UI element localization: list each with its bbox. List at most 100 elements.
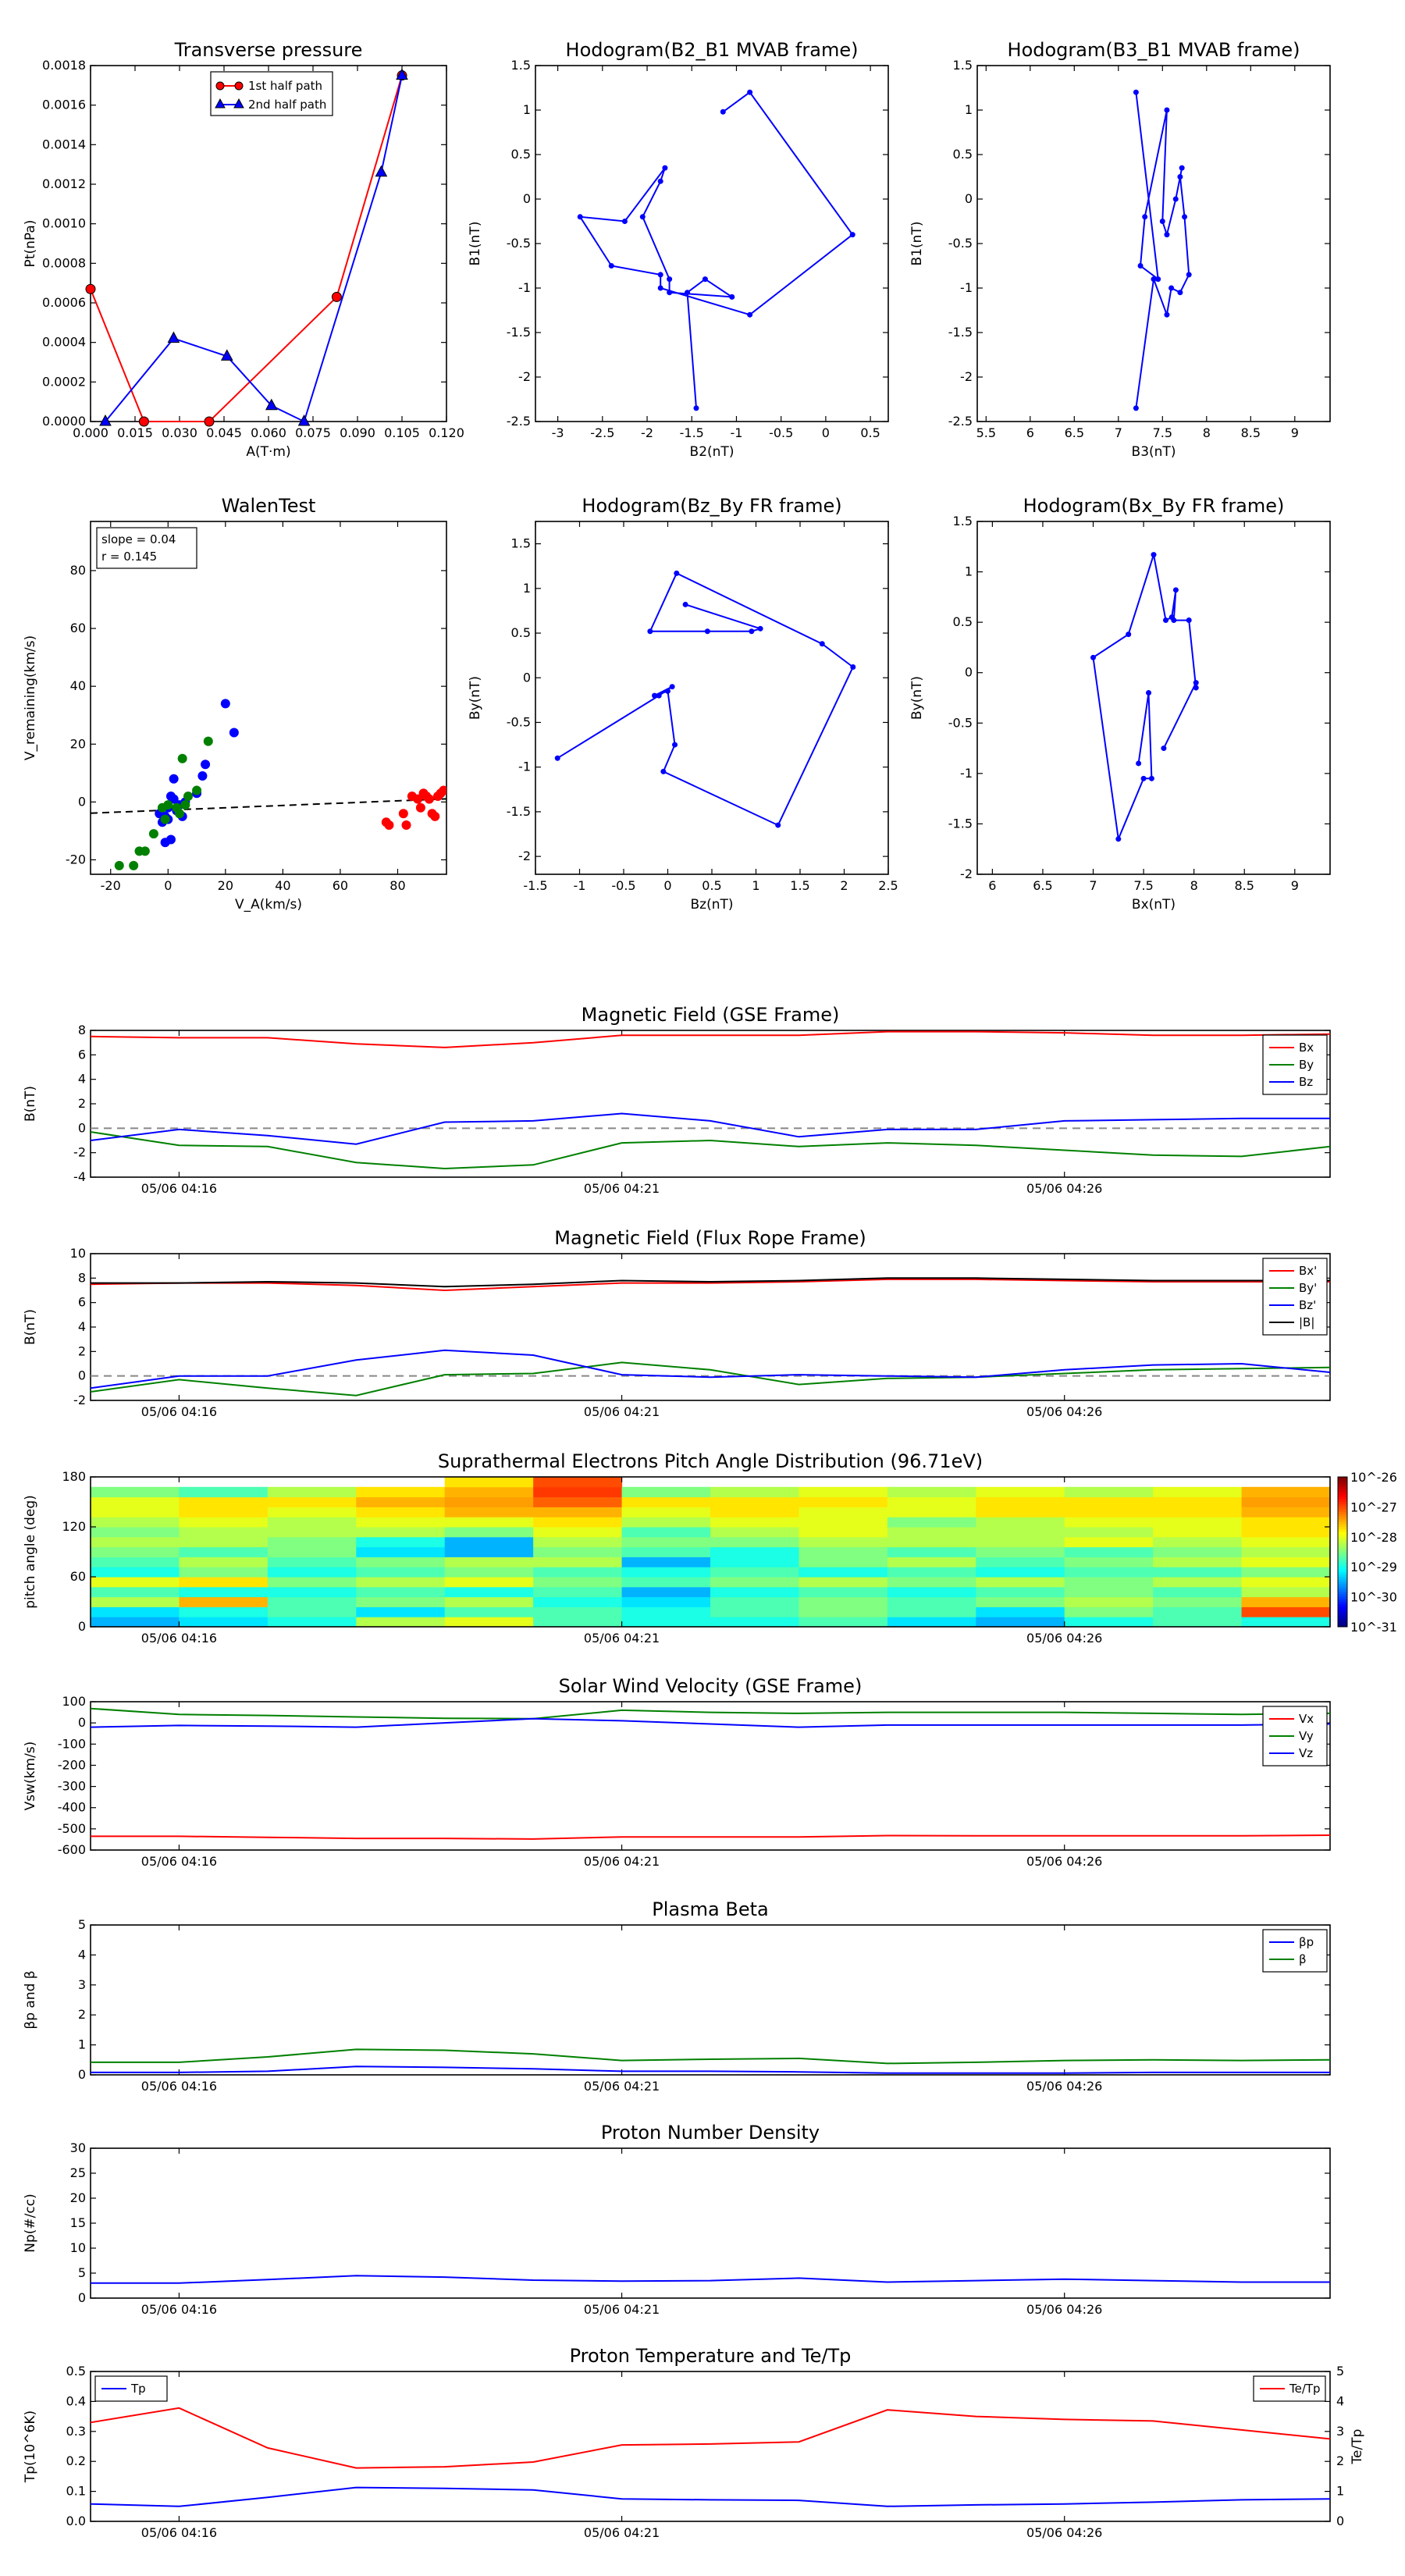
colorbar-step — [1338, 1511, 1347, 1515]
y-tick-label: 0 — [965, 191, 973, 206]
y-tick-label: -1.5 — [507, 804, 531, 819]
data-point — [747, 89, 753, 95]
x-tick-label: 05/06 04:26 — [1026, 2525, 1102, 2540]
colorbar-step — [1338, 1544, 1347, 1548]
heatmap-cell — [179, 1596, 269, 1607]
x-tick-label: 0.090 — [340, 425, 375, 440]
heatmap-cell — [1241, 1496, 1331, 1507]
x-tick-label: 0.5 — [702, 878, 721, 893]
x-tick-label: 6 — [1026, 425, 1034, 440]
colorbar-step — [1338, 1527, 1347, 1530]
x-tick-label: -1 — [730, 425, 742, 440]
heatmap-cell — [91, 1586, 180, 1598]
heatmap-cell — [621, 1577, 711, 1588]
heatmap-cell — [444, 1507, 534, 1517]
x-tick-label: 05/06 04:26 — [1026, 1181, 1102, 1196]
heatmap-cell — [799, 1527, 888, 1538]
x-tick-label: 8 — [1203, 425, 1211, 440]
data-point — [1172, 196, 1179, 202]
heatmap-cell — [356, 1496, 446, 1507]
y-tick-label: 120 — [62, 1519, 86, 1534]
hodo-b2-b1-frame — [535, 65, 889, 422]
data-point — [621, 219, 628, 224]
heatmap-cell — [267, 1486, 357, 1498]
y-tick-label: 0 — [78, 1120, 86, 1135]
y-axis-label: Vsw(km/s) — [23, 1742, 38, 1811]
data-point — [1146, 690, 1152, 696]
y-axis-label: V_remaining(km/s) — [23, 635, 38, 760]
data-point-triangle — [265, 398, 278, 411]
legend-label: Vy — [1299, 1729, 1314, 1743]
heatmap-cell — [533, 1536, 623, 1548]
data-point-triangle — [375, 165, 388, 177]
heatmap-cell — [887, 1596, 976, 1607]
y-tick-label: 20 — [70, 736, 86, 751]
data-point — [1186, 272, 1192, 278]
data-point — [693, 405, 699, 411]
legend-label: Bz — [1299, 1075, 1313, 1089]
x-tick-label: 05/06 04:26 — [1026, 2302, 1102, 2317]
scatter-point — [384, 820, 394, 831]
heatmap-cell — [621, 1486, 711, 1498]
x-tick-label: 0.075 — [295, 425, 331, 440]
heatmap-cell — [1241, 1617, 1331, 1628]
colorbar-step — [1338, 1514, 1347, 1517]
x-tick-label: 0 — [164, 878, 172, 893]
heatmap-cell — [976, 1606, 1065, 1617]
colorbar-step — [1338, 1577, 1347, 1580]
heatmap-cell — [1241, 1586, 1331, 1598]
heatmap-cell — [1153, 1577, 1243, 1588]
heatmap-cell — [976, 1586, 1065, 1598]
heatmap-cell — [710, 1546, 799, 1557]
data-point — [1126, 632, 1132, 638]
x-tick-label: 0 — [822, 425, 830, 440]
x-tick-label: -2 — [641, 425, 653, 440]
y-tick-label: 2 — [78, 1343, 86, 1358]
x-tick-label: 7.5 — [1153, 425, 1172, 440]
y-tick-label: 4 — [78, 1319, 86, 1334]
x-tick-label: 9 — [1291, 425, 1299, 440]
colorbar-step — [1338, 1557, 1347, 1560]
data-point — [1140, 775, 1147, 781]
annotation-box — [96, 527, 197, 569]
heatmap-cell — [1241, 1567, 1331, 1578]
heatmap-cell — [356, 1557, 446, 1567]
heatmap-cell — [267, 1586, 357, 1598]
heatmap-cell — [710, 1557, 799, 1567]
heatmap-cell — [267, 1577, 357, 1588]
heatmap-cell — [887, 1567, 976, 1578]
legend-marker — [233, 98, 244, 109]
heatmap-cell — [91, 1557, 180, 1567]
x-axis-label: B3(nT) — [1132, 444, 1176, 460]
heatmap-cell — [356, 1617, 446, 1628]
heatmap-cell — [1153, 1606, 1243, 1617]
heatmap-cell — [533, 1507, 623, 1517]
heatmap-cell — [976, 1486, 1065, 1498]
y-tick-label: -1.5 — [507, 325, 531, 340]
heatmap-cell — [1064, 1536, 1154, 1548]
heatmap-cell — [179, 1536, 269, 1548]
scatter-point — [129, 860, 139, 870]
legend-label: By — [1299, 1058, 1314, 1072]
x-tick-label: -20 — [101, 878, 121, 893]
x-tick-label: 05/06 04:21 — [584, 1404, 660, 1419]
heatmap-cell — [91, 1546, 180, 1557]
y-tick-label: 0 — [78, 2290, 86, 2305]
colorbar-step — [1338, 1561, 1347, 1565]
colorbar-step — [1338, 1539, 1347, 1542]
y-tick-label: -0.5 — [507, 714, 531, 729]
y-tick-label: 0.2 — [66, 2453, 86, 2468]
data-point — [1164, 107, 1170, 113]
heatmap-cell — [1241, 1486, 1331, 1498]
heatmap-cell — [621, 1536, 711, 1548]
hodogram-line — [557, 572, 855, 827]
walen_test-title: WalenTest — [222, 495, 316, 517]
y-tick-label: -0.5 — [948, 236, 973, 251]
series-line-1 — [90, 2407, 1331, 2469]
heatmap-cell — [444, 1496, 534, 1507]
heatmap-cell — [179, 1527, 269, 1538]
y-tick-label: 0 — [78, 1715, 86, 1730]
y-axis-label: B(nT) — [23, 1309, 38, 1345]
heatmap-cell — [1241, 1596, 1331, 1607]
scatter-point — [413, 794, 423, 804]
